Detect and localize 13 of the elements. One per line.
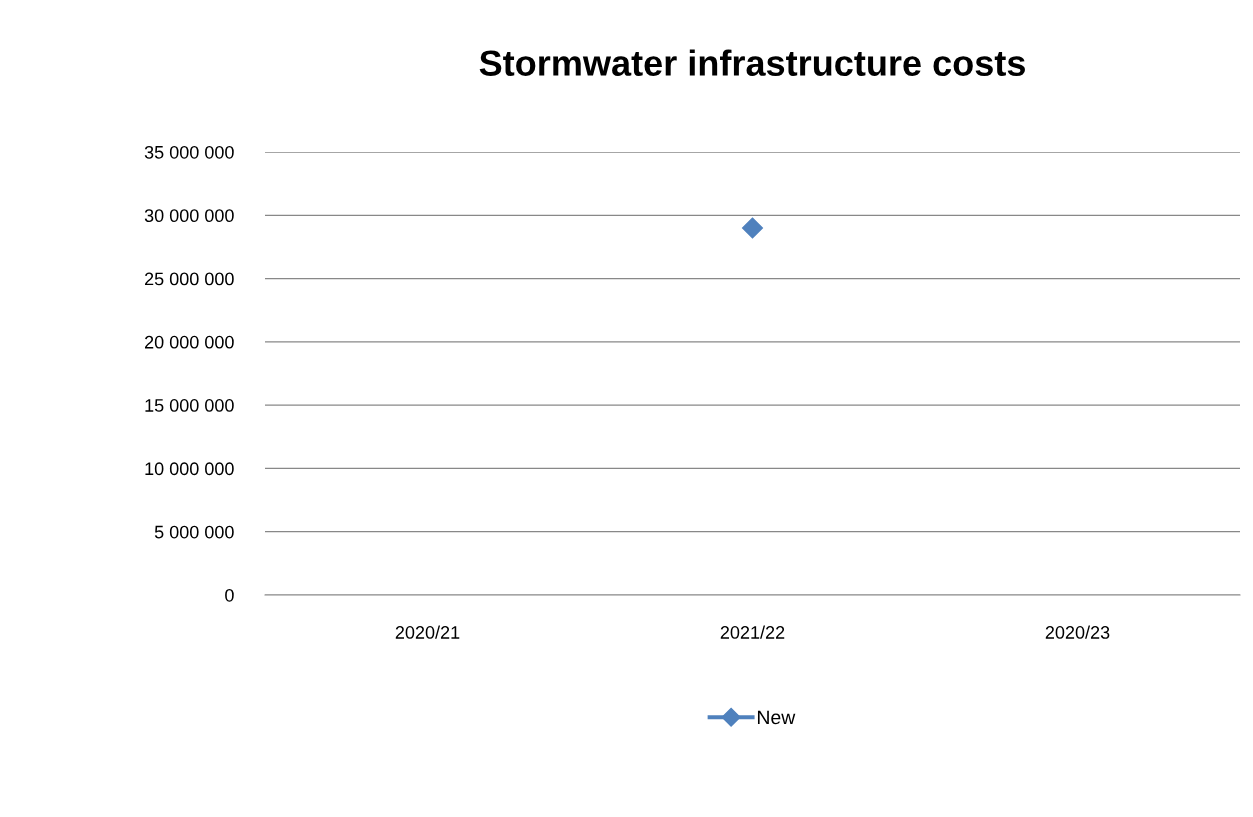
x-tick-label: 2020/21 <box>395 625 460 639</box>
y-tick-label: 35 000 000 <box>144 145 234 159</box>
y-tick-label: 30 000 000 <box>144 209 234 223</box>
y-tick-label: 20 000 000 <box>145 335 234 349</box>
y-tick-label: 0 <box>225 588 234 602</box>
y-tick-label: 10 000 000 <box>145 462 234 476</box>
x-tick-label: 2020/23 <box>1045 625 1110 639</box>
y-tick-label: 5 000 000 <box>154 525 234 539</box>
y-tick-label: 25 000 000 <box>145 272 234 286</box>
chart-title: Stormwater infrastructure costs <box>479 49 1025 76</box>
legend-label: New <box>757 710 796 725</box>
x-tick-label: 2021/22 <box>720 625 785 639</box>
y-tick-label: 15 000 000 <box>145 399 234 412</box>
